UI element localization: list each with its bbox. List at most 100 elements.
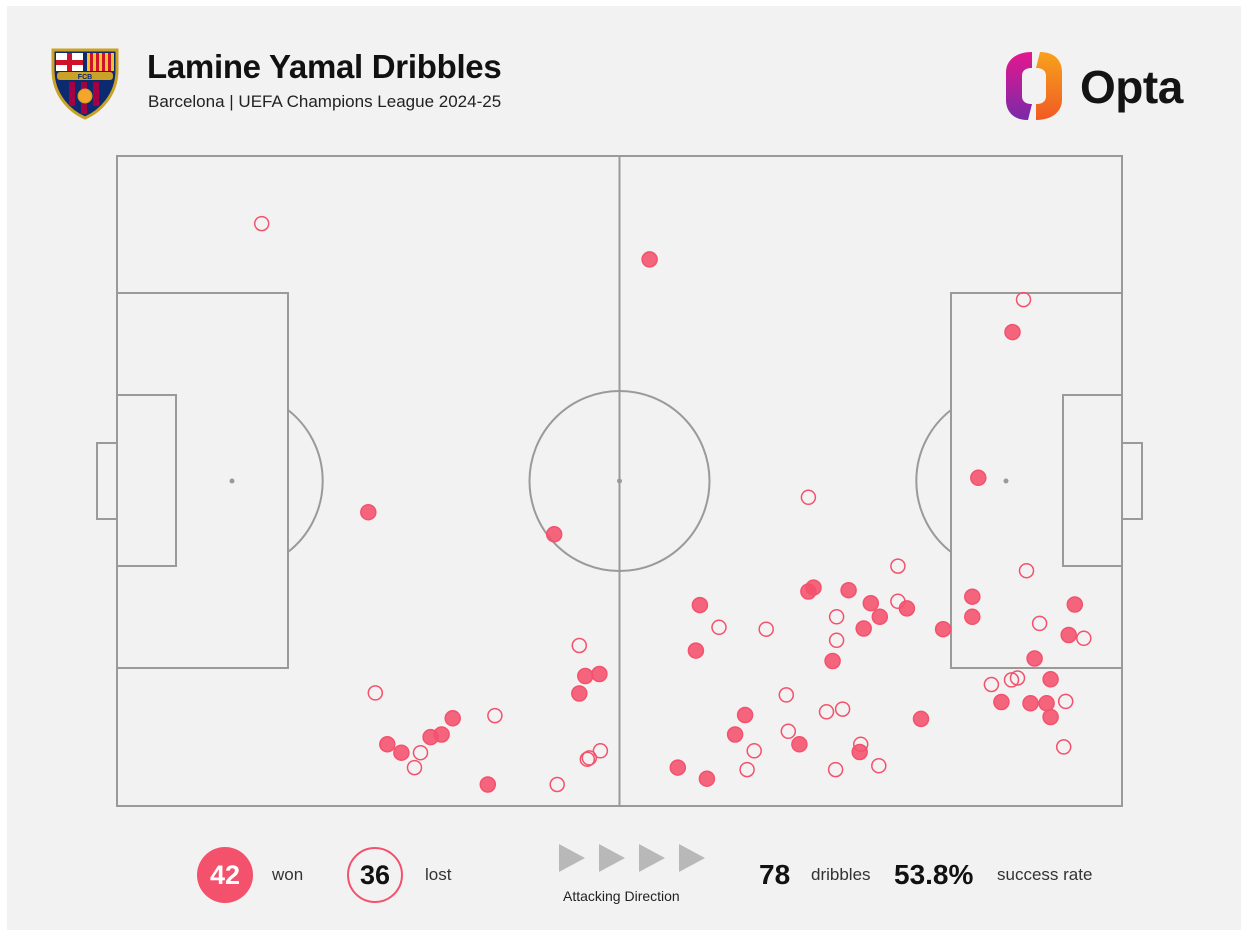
won-dribbles-series [360,251,1084,793]
left-six-yard-box [116,394,177,567]
dribble-won-point [824,652,841,670]
crest-lettering: FCB [78,74,92,81]
dribble-lost-point [818,704,835,720]
dribble-won-point [577,667,594,685]
dribble-lost-point [739,761,755,778]
dribble-won-point [545,526,563,543]
lost-label: lost [425,865,452,884]
lost-dribbles-series [253,215,1092,793]
dribble-won-point [970,469,987,487]
dribble-lost-point [412,744,429,761]
dribble-lost-point [1055,739,1072,755]
right-penalty-spot [1003,478,1009,484]
dribble-won-point [1038,695,1055,712]
dribble-won-point [1026,650,1043,667]
dribble-won-point [912,710,930,728]
dribble-won-point [687,642,705,659]
dribble-won-point [422,728,439,746]
dribble-won-point [898,600,916,617]
dribble-won-point [691,596,709,614]
centre-spot [617,478,622,484]
dribble-won-point [726,726,744,743]
total-dribbles-label: dribbles [811,865,871,884]
dribble-won-point [1004,323,1021,341]
dribble-won-point [855,620,872,637]
right-six-yard-box [1062,394,1123,567]
barcelona-crest-icon: FCB [51,48,119,120]
dribble-won-point [862,594,880,612]
dribble-won-point [1022,695,1039,712]
dribble-won-point [641,251,658,268]
dribble-won-point [851,743,868,761]
dribble-lost-point [1031,615,1048,632]
dribble-won-point [993,693,1010,711]
dribble-lost-point [1076,630,1092,647]
dribble-won-point [571,685,588,702]
dribble-lost-point [253,215,270,232]
dribble-won-point [1066,596,1084,613]
lost-count-badge: 36 [347,847,403,903]
won-label: won [272,865,304,884]
attacking-direction-label: Attacking Direction [563,888,680,904]
left-penalty-spot [229,478,235,484]
dribble-won-point [669,759,687,776]
attacking-direction-arrows-icon [559,844,705,872]
dribble-lost-point [758,621,774,637]
dribble-won-point [805,579,822,596]
right-penalty-arc [915,409,952,553]
chart-subtitle: Barcelona | UEFA Champions League 2024-2… [148,92,502,111]
dribble-won-point [871,608,889,626]
dribble-lost-point [592,743,609,759]
chart-title: Lamine Yamal Dribbles [147,48,502,85]
dribble-lost-point [746,743,762,759]
success-rate-value: 53.8% [894,859,974,890]
dribble-won-point [444,710,461,727]
dribble-won-point [791,736,808,753]
dribble-won-point [1042,671,1059,688]
right-goal [1121,442,1143,520]
left-penalty-arc [287,409,324,553]
dribble-lost-point [1003,672,1020,688]
total-dribbles-value: 78 [759,859,791,890]
dribble-lost-point [581,750,598,766]
dribble-lost-point [487,707,503,724]
dribble-lost-point [800,489,817,506]
graphic-card: FCB Lamine Yamal Dribbles Barcelona | UE… [7,6,1241,930]
opta-logo-icon [1006,52,1062,120]
dribble-won-point [698,770,716,787]
dribble-won-point [840,581,857,599]
dribble-lost-point [1009,670,1026,686]
dribble-lost-point [778,687,795,703]
dribble-won-point [1042,708,1059,726]
dribble-lost-point [406,759,423,776]
dribble-won-point [736,706,754,724]
dribble-won-point [1060,626,1077,644]
dribble-lost-point [828,632,845,649]
success-rate-label: success rate [997,865,1093,884]
dribble-lost-point [1057,693,1074,710]
dribble-lost-point [711,619,727,636]
dribble-won-point [360,503,377,521]
dribble-lost-point [890,558,906,574]
won-count-badge: 42 [197,847,253,903]
dribble-won-point [964,608,981,626]
dribble-lost-point [827,761,844,778]
dribble-won-point [479,776,497,793]
dribble-won-point [379,736,396,753]
dribble-lost-point [579,751,596,767]
dribble-lost-point [1015,291,1032,308]
dribble-lost-point [571,637,588,654]
dribble-won-point [964,588,981,605]
dribble-won-point [393,744,410,761]
left-penalty-area [116,292,289,669]
opta-wordmark: Opta [1080,61,1183,113]
dribble-lost-point [1018,562,1035,579]
left-goal [96,442,118,520]
pitch-markings [96,155,1143,807]
centre-circle [528,390,711,572]
dribble-lost-point [549,776,565,793]
dribble-lost-point [367,685,384,701]
dribble-won-point [591,665,608,683]
dribble-lost-point [828,609,845,625]
